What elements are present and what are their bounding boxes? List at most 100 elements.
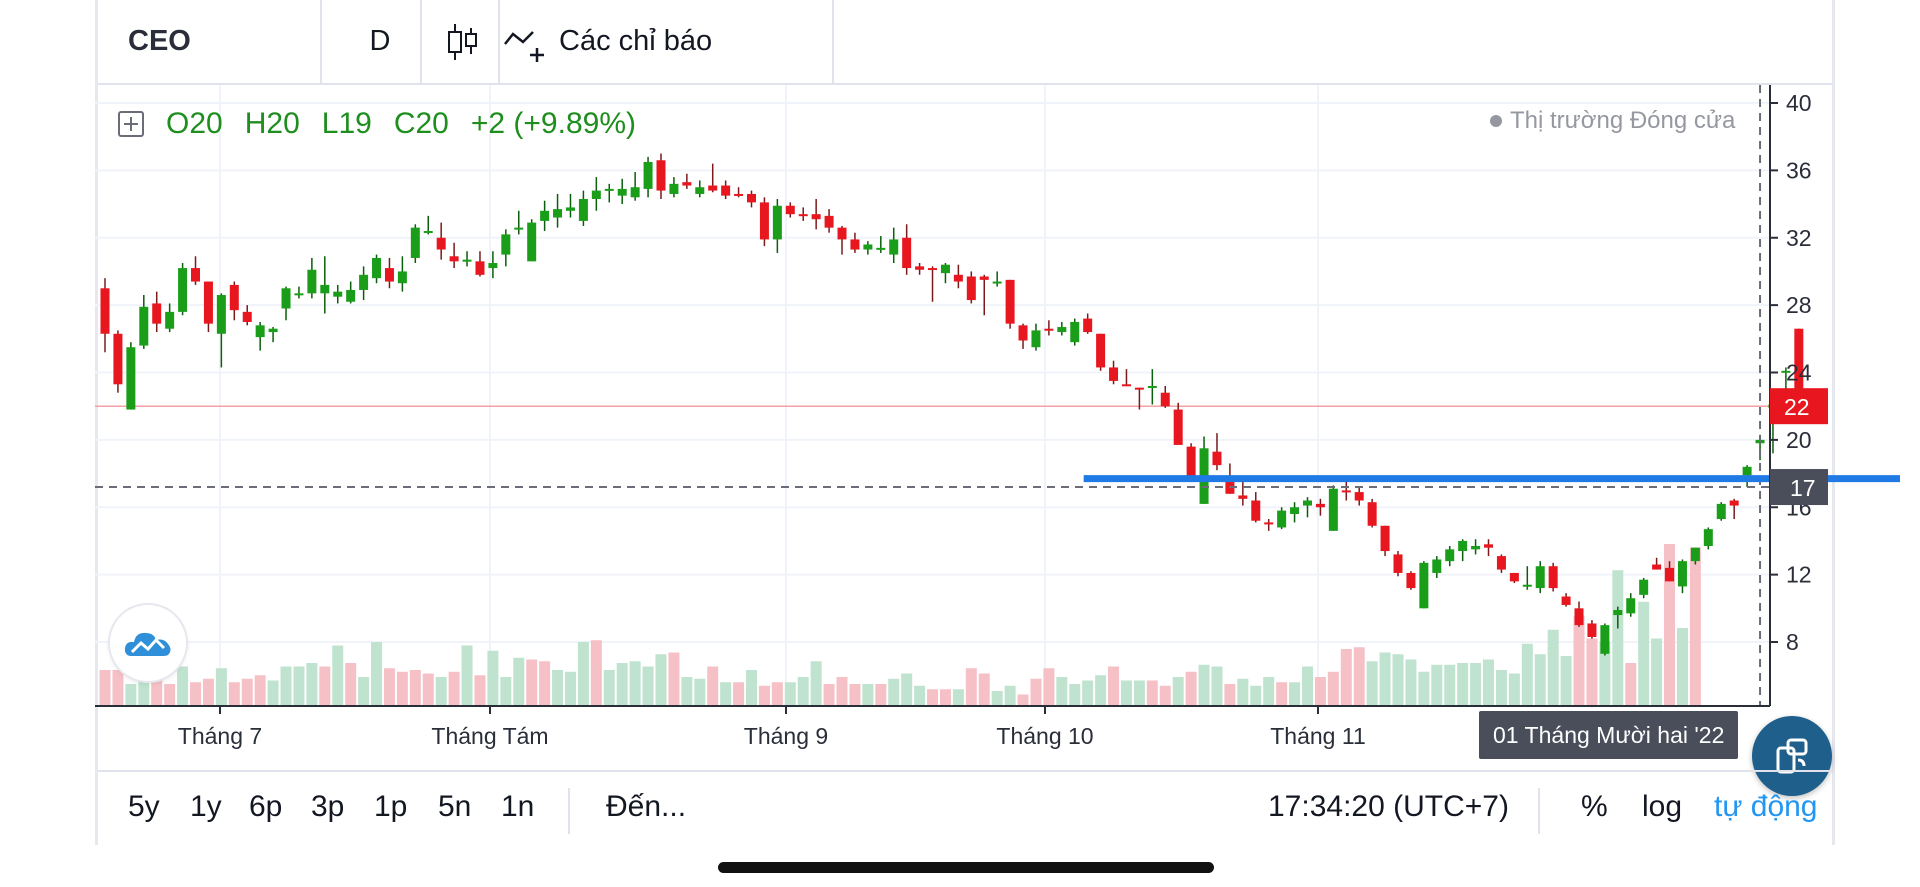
market-status-label: Thị trường Đóng cửa <box>1510 107 1736 134</box>
volume-bar <box>202 678 214 705</box>
clock-timezone[interactable]: 17:34:20 (UTC+7) <box>1268 790 1509 823</box>
volume-bar <box>758 685 770 705</box>
range-1y[interactable]: 1y <box>190 790 222 823</box>
expand-legend-icon[interactable] <box>118 111 144 137</box>
candle-body <box>113 333 123 385</box>
range-5n[interactable]: 5n <box>438 790 472 823</box>
volume-bar <box>1366 661 1378 705</box>
volume-bar <box>1483 659 1495 705</box>
percent-scale-toggle[interactable]: % <box>1581 790 1608 823</box>
volume-bar <box>978 673 990 705</box>
cloud-logo-icon <box>124 632 171 656</box>
volume-bar <box>965 668 977 705</box>
price-tick-label: 28 <box>1786 292 1812 318</box>
legend-high: H20 <box>244 107 300 140</box>
candle-body <box>540 210 550 221</box>
volume-bar <box>177 666 189 705</box>
candle-body <box>824 215 834 228</box>
volume-bar <box>927 689 939 705</box>
volume-bar <box>112 670 124 705</box>
range-1n[interactable]: 1n <box>501 790 535 823</box>
candle-body <box>462 259 472 262</box>
toolbar-divider <box>420 0 422 83</box>
rotate-screen-button[interactable] <box>1752 716 1832 796</box>
volume-bar <box>939 689 951 705</box>
symbol-button[interactable]: CEO <box>128 25 191 57</box>
volume-bar <box>771 682 783 705</box>
volume-bar <box>1689 547 1701 705</box>
volume-bar <box>1651 638 1663 705</box>
candle-body <box>294 293 304 296</box>
volume-bar <box>1043 668 1055 705</box>
volume-bar <box>332 645 344 705</box>
volume-bar <box>823 684 835 705</box>
candle-body <box>1471 545 1481 550</box>
volume-bar <box>1289 682 1301 705</box>
candle-body <box>1290 507 1300 514</box>
candle-body <box>695 187 705 194</box>
candle-body <box>1445 549 1455 562</box>
candle-body <box>656 160 666 191</box>
indicators-button[interactable]: Các chỉ báo <box>503 0 833 83</box>
time-tick-label: Tháng 11 <box>1270 723 1365 749</box>
volume-bar <box>138 680 150 705</box>
interval-button[interactable]: D <box>369 25 391 57</box>
volume-bar <box>1353 647 1365 705</box>
volume-bar <box>513 657 525 705</box>
tradingview-logo[interactable] <box>110 605 186 681</box>
candle-body <box>759 202 769 240</box>
last-price-badge <box>1770 388 1828 425</box>
candle-body <box>1613 609 1623 616</box>
candle-body <box>1794 328 1804 407</box>
price-tick-label: 8 <box>1786 629 1799 655</box>
goto-date-button[interactable]: Đến... <box>606 790 687 823</box>
candle-body <box>1096 333 1106 368</box>
candle-body <box>1677 561 1687 587</box>
legend-close: C20 <box>393 107 449 140</box>
volume-bar <box>1314 677 1326 705</box>
volume-bar <box>487 650 499 705</box>
volume-bar <box>668 652 680 705</box>
volume-bar <box>1521 643 1533 705</box>
candle-body <box>475 261 485 275</box>
candle-body <box>359 274 369 290</box>
range-3p[interactable]: 3p <box>311 790 345 823</box>
volume-bar <box>1211 666 1223 705</box>
candle-body <box>1716 503 1726 520</box>
range-5y[interactable]: 5y <box>128 790 160 823</box>
volume-bar <box>733 682 745 705</box>
candle-body <box>1302 500 1312 506</box>
volume-bar <box>1030 678 1042 705</box>
candle-body <box>1548 566 1558 589</box>
toolbar-divider <box>498 0 500 83</box>
volume-bar <box>1586 638 1598 705</box>
candle-body <box>1354 492 1364 501</box>
bottom-divider <box>1538 788 1540 834</box>
candle-body <box>734 193 744 196</box>
chart-type-button[interactable] <box>428 0 498 83</box>
volume-bar <box>1327 671 1339 705</box>
crosshair-price-label: 17 <box>1790 475 1816 501</box>
candle-body <box>979 276 989 280</box>
auto-scale-toggle[interactable]: tự động <box>1714 790 1818 823</box>
volume-bar <box>319 666 331 705</box>
price-tick-label: 20 <box>1786 427 1812 453</box>
volume-bar <box>1573 615 1585 705</box>
candle-body <box>1380 525 1390 552</box>
candle-body <box>410 227 420 258</box>
candle-body <box>100 288 110 334</box>
volume-bar <box>1508 673 1520 705</box>
log-scale-toggle[interactable]: log <box>1642 790 1683 823</box>
range-6p[interactable]: 6p <box>249 790 283 823</box>
candle-body <box>1509 572 1519 582</box>
volume-bar <box>526 659 538 705</box>
candle-body <box>397 271 407 284</box>
volume-bar <box>1159 685 1171 705</box>
range-1p[interactable]: 1p <box>374 790 408 823</box>
candle-body <box>604 188 614 191</box>
volume-bar <box>616 663 628 705</box>
volume-bar <box>435 677 447 705</box>
volume-bar <box>914 685 926 705</box>
volume-bar <box>306 663 318 705</box>
